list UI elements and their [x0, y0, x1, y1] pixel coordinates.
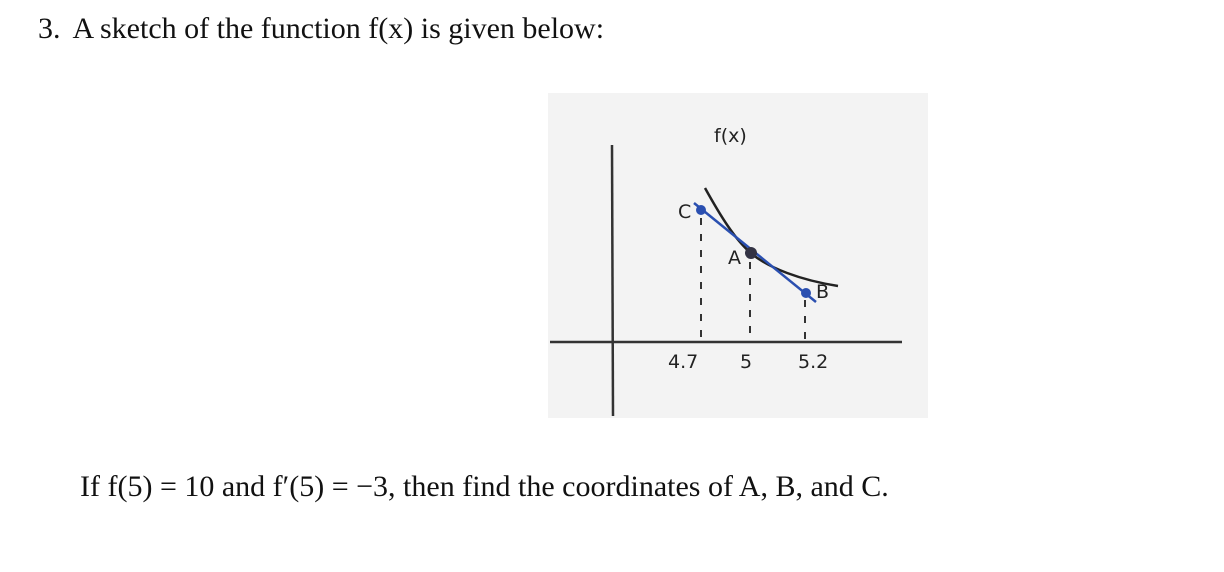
point-label: B	[816, 281, 829, 303]
point-label: A	[728, 247, 741, 269]
prompt: A sketch of the function f(x) is given b…	[72, 12, 605, 45]
question: If f(5) = 10 and f′(5) = −3, then find t…	[80, 470, 889, 503]
guides	[700, 218, 806, 340]
point-c	[696, 205, 706, 215]
point-b	[801, 288, 811, 298]
x-label: 5.2	[798, 351, 828, 373]
curve-label: f(x)	[714, 125, 747, 147]
problem-number: 3.	[38, 12, 61, 45]
x-label: 5	[740, 351, 752, 373]
x-label: 4.7	[668, 351, 698, 373]
prompt-line: 3. A sketch of the function f(x) is given…	[38, 12, 604, 46]
point-label: C	[678, 201, 691, 223]
point-a	[745, 247, 757, 259]
y-axis	[610, 144, 615, 417]
